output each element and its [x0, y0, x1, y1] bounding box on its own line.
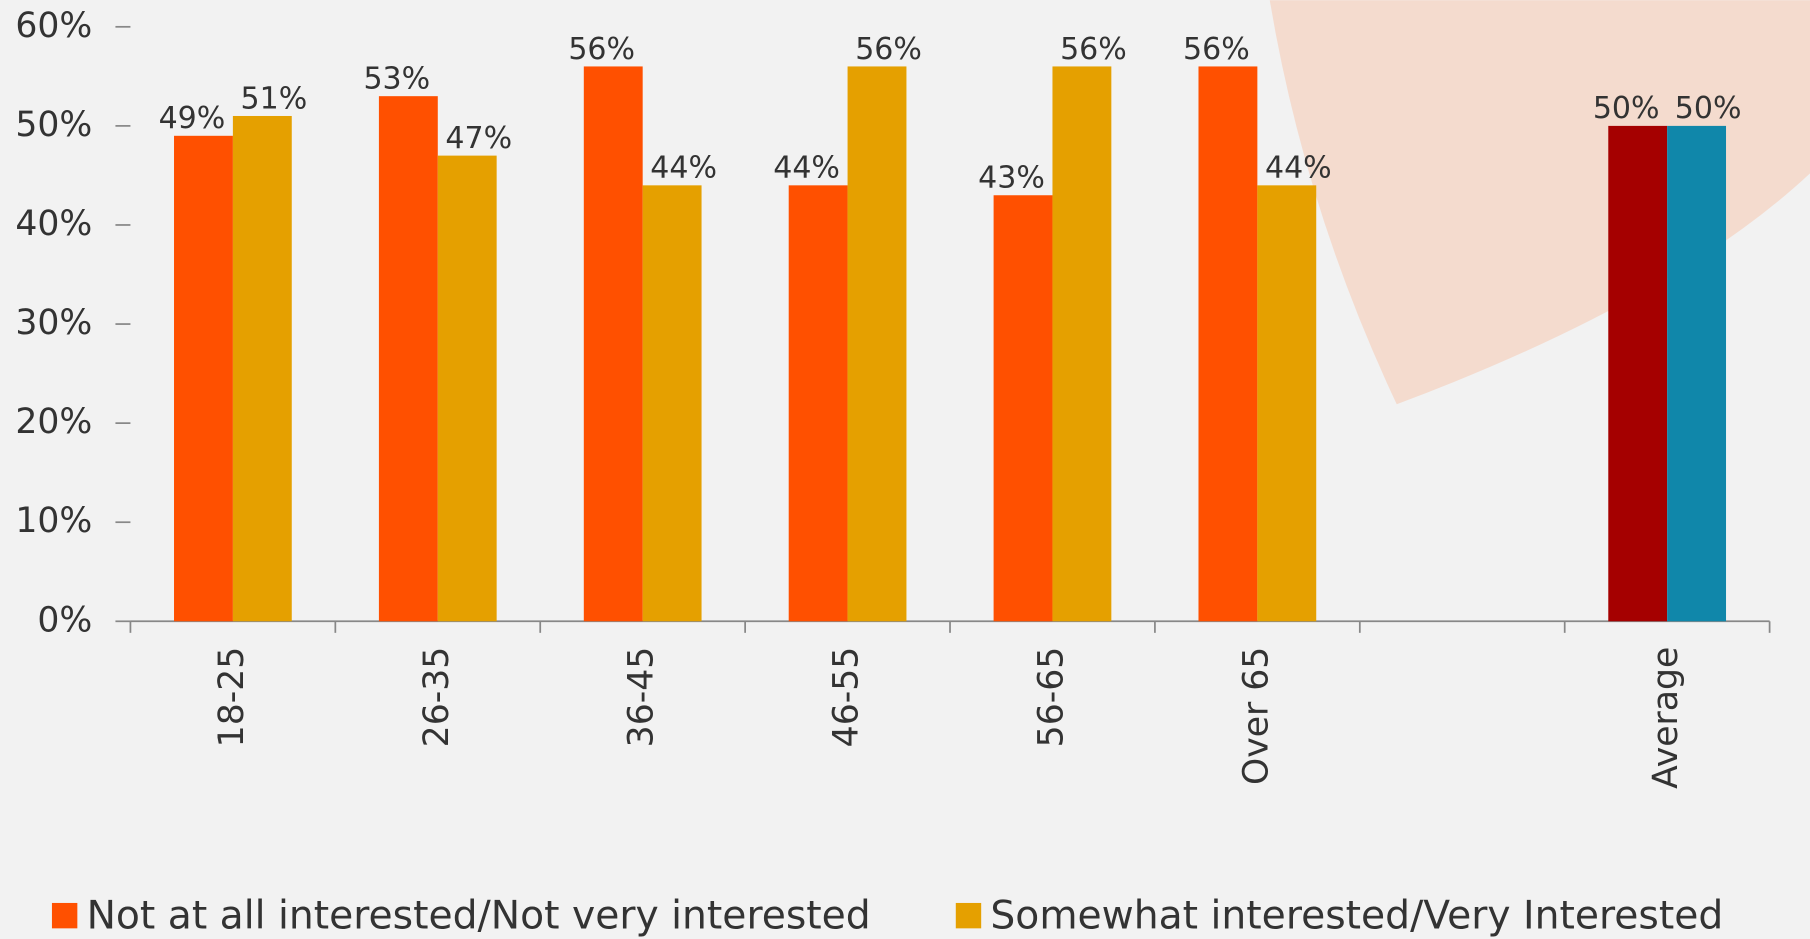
- y-tick-label: 40%: [15, 204, 92, 244]
- bar: [1257, 185, 1317, 622]
- bar: [1608, 125, 1668, 622]
- value-label: 47%: [445, 121, 512, 156]
- bar: [232, 115, 292, 622]
- value-label: 56%: [568, 32, 635, 67]
- value-label: 43%: [978, 161, 1045, 196]
- bar: [174, 135, 233, 622]
- value-label: 49%: [159, 101, 226, 136]
- bar: [788, 185, 848, 622]
- value-label: 44%: [1265, 151, 1332, 186]
- bar: [378, 96, 438, 622]
- bar: [437, 155, 497, 622]
- value-label: 56%: [855, 32, 922, 67]
- x-tick-label: 46-55: [827, 647, 867, 748]
- y-tick-label: 0%: [37, 600, 92, 640]
- bar: [583, 66, 643, 622]
- value-label: 56%: [1183, 32, 1250, 67]
- y-tick-label: 60%: [15, 6, 92, 46]
- legend-swatch: [51, 902, 78, 929]
- decoration: [1269, 0, 1810, 405]
- bar: [1052, 66, 1112, 622]
- x-tick-label: 36-45: [622, 647, 662, 748]
- value-label: 56%: [1060, 32, 1127, 67]
- legend-label: Not at all interested/Not very intereste…: [87, 893, 871, 938]
- y-tick-label: 20%: [15, 402, 92, 442]
- x-tick-label: 18-25: [212, 647, 252, 748]
- y-tick-label: 10%: [15, 501, 92, 541]
- bar: [993, 195, 1053, 622]
- value-label: 44%: [773, 151, 840, 186]
- bar: [1198, 66, 1258, 622]
- y-tick-label: 30%: [15, 303, 92, 343]
- value-label: 50%: [1675, 91, 1742, 126]
- x-tick-label: 26-35: [417, 647, 457, 748]
- y-tick-label: 50%: [15, 105, 92, 145]
- legend-swatch: [955, 902, 982, 929]
- x-tick-label: Average: [1646, 647, 1686, 789]
- legend-label: Somewhat interested/Very Interested: [990, 893, 1723, 938]
- value-label: 44%: [650, 151, 717, 186]
- x-tick-label: 56-65: [1031, 647, 1071, 748]
- value-label: 50%: [1593, 91, 1660, 126]
- bar: [642, 185, 702, 622]
- value-label: 51%: [241, 81, 308, 116]
- bar: [1667, 125, 1727, 622]
- bar: [847, 66, 907, 622]
- x-tick-label: Over 65: [1236, 647, 1276, 785]
- value-label: 53%: [363, 62, 430, 97]
